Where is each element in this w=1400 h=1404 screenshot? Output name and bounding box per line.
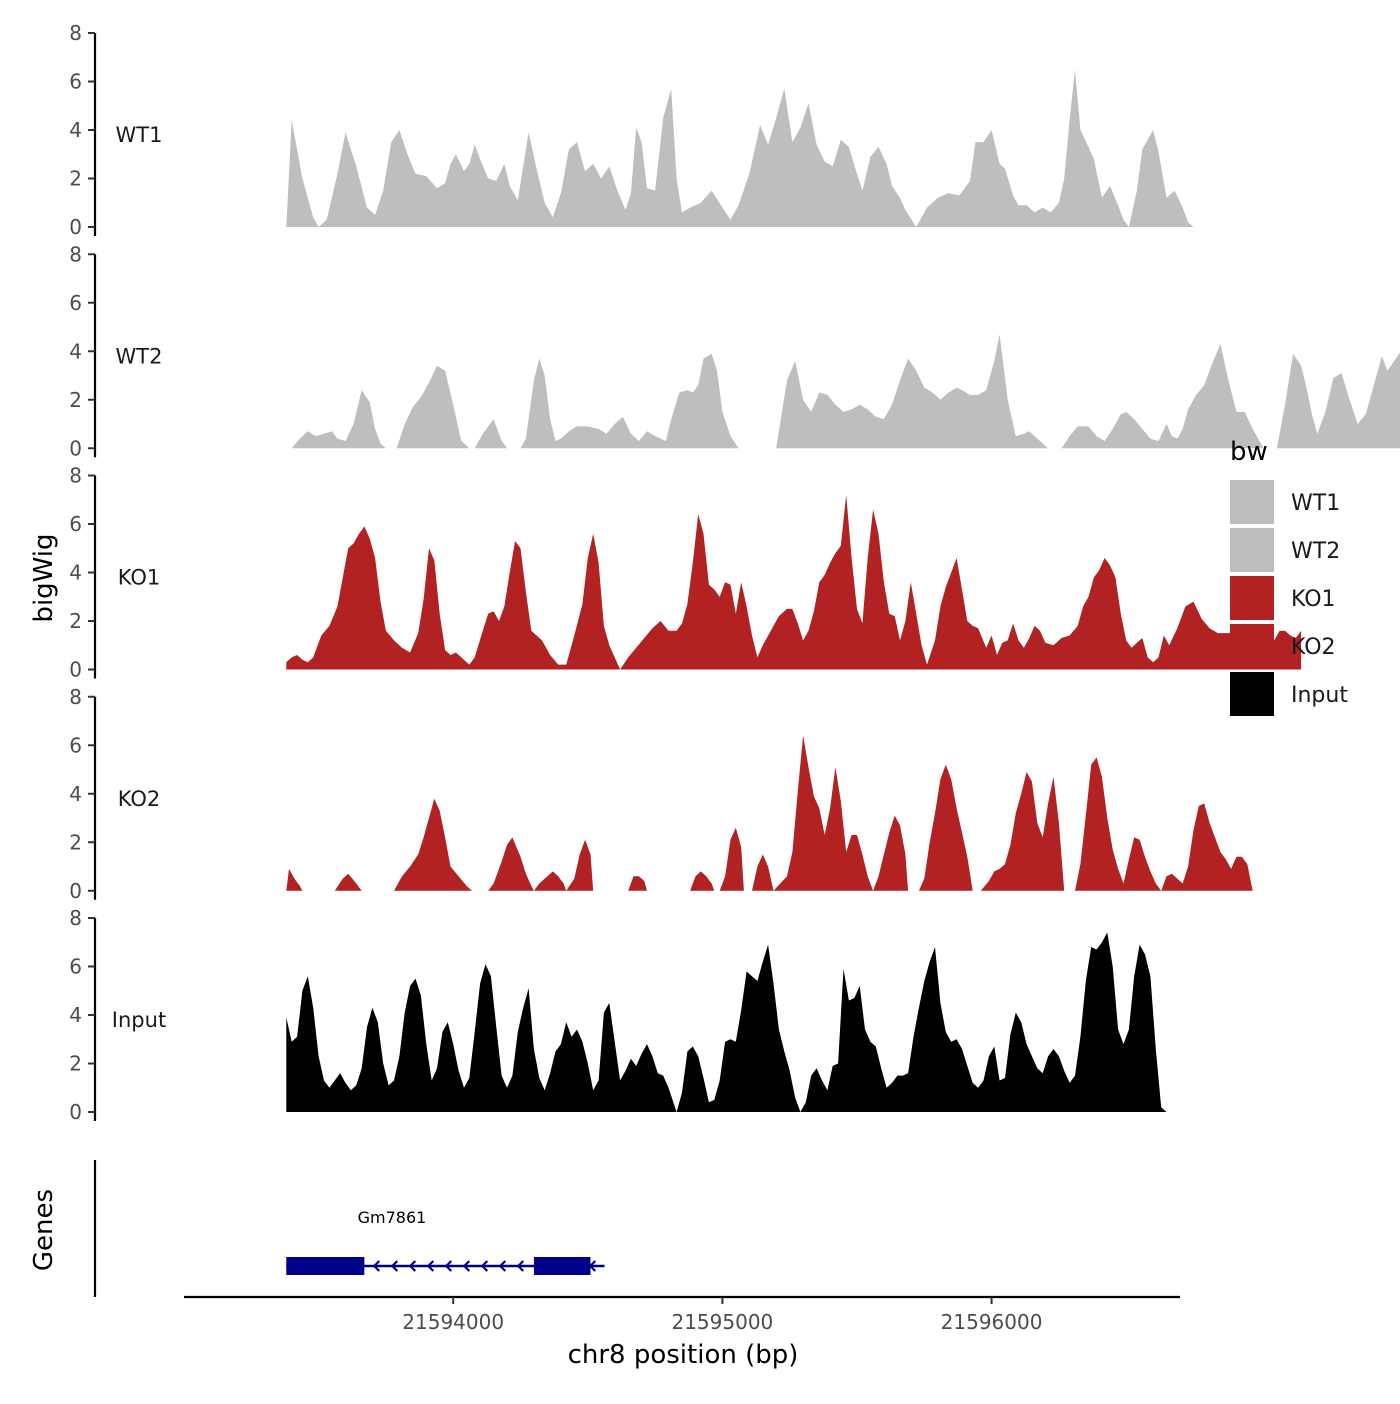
- track-ko2: 0 2 4 6 8 KO2: [69, 685, 1253, 903]
- y-tick-label: 8: [69, 685, 82, 709]
- y-tick-label: 8: [69, 464, 82, 488]
- y-tick-label: 6: [69, 512, 82, 536]
- coverage-area-wt1: [286, 69, 1194, 228]
- x-tick-label: 21596000: [941, 1310, 1043, 1334]
- y-tick-label: 0: [69, 879, 82, 903]
- tracks-layer: 0 2 4 6 8 WT1 0 2 4 6 8 WT2 0 2 4 6 8 KO1 0 2 4 6 8 KO2 0 2 4 6 8 Inp…: [69, 21, 1400, 1124]
- strand-arrow: [408, 1260, 417, 1272]
- strand-arrow: [498, 1260, 507, 1272]
- y-tick-label: 2: [69, 609, 82, 633]
- y-tick-label: 0: [69, 658, 82, 682]
- legend: bw WT1 WT2 KO1 KO2 Input: [1230, 437, 1348, 716]
- y-tick-label: 2: [69, 1052, 82, 1076]
- y-tick-label: 8: [69, 242, 82, 266]
- y-tick-label: 2: [69, 388, 82, 412]
- gene-exon: [286, 1257, 365, 1275]
- coverage-area-input: [286, 932, 1167, 1112]
- track-ko1: 0 2 4 6 8 KO1: [69, 464, 1302, 682]
- x-tick-label: 21595000: [671, 1310, 773, 1334]
- y-tick-label: 6: [69, 70, 82, 94]
- track-label: Input: [112, 1008, 166, 1032]
- y-tick-label: 2: [69, 830, 82, 854]
- gene-label: Gm7861: [358, 1208, 427, 1227]
- y-tick-label: 4: [69, 1003, 82, 1027]
- legend-swatch-input: [1230, 672, 1274, 716]
- y-axis-title: bigWig: [29, 533, 59, 622]
- strand-arrow: [426, 1260, 435, 1272]
- coverage-area-ko2: [286, 735, 1253, 891]
- y-tick-label: 6: [69, 955, 82, 979]
- strand-arrow: [444, 1260, 453, 1272]
- y-tick-label: 8: [69, 21, 82, 45]
- track-label: KO2: [118, 787, 161, 811]
- legend-label-wt1: WT1: [1291, 491, 1340, 516]
- y-tick-label: 8: [69, 906, 82, 930]
- genes-panel: Gm7861: [93, 1160, 605, 1297]
- y-tick-label: 0: [69, 215, 82, 239]
- y-tick-label: 4: [69, 561, 82, 585]
- coverage-area-ko1: [286, 494, 1302, 670]
- track-label: WT1: [116, 123, 163, 147]
- strand-arrow: [516, 1260, 525, 1272]
- legend-label-ko1: KO1: [1291, 587, 1336, 612]
- track-wt1: 0 2 4 6 8 WT1: [69, 21, 1194, 239]
- legend-label-ko2: KO2: [1291, 635, 1336, 660]
- legend-label-wt2: WT2: [1291, 539, 1340, 564]
- strand-arrow: [390, 1260, 399, 1272]
- x-axis-title: chr8 position (bp): [568, 1340, 799, 1370]
- gene-exon: [533, 1257, 591, 1275]
- legend-swatch-ko1: [1230, 576, 1274, 620]
- legend-title: bw: [1230, 437, 1268, 467]
- y-tick-label: 0: [69, 1100, 82, 1124]
- legend-swatch-ko2: [1230, 624, 1274, 668]
- strand-arrow: [480, 1260, 489, 1272]
- x-tick-label: 21594000: [402, 1310, 504, 1334]
- track-input: 0 2 4 6 8 Input: [69, 906, 1167, 1124]
- genes-axis-title: Genes: [29, 1189, 59, 1271]
- track-label: KO1: [118, 566, 161, 590]
- y-tick-label: 2: [69, 167, 82, 191]
- legend-swatch-wt2: [1230, 528, 1274, 572]
- y-tick-label: 4: [69, 339, 82, 363]
- y-tick-label: 0: [69, 436, 82, 460]
- strand-arrow: [462, 1260, 471, 1272]
- y-tick-label: 4: [69, 782, 82, 806]
- track-wt2: 0 2 4 6 8 WT2: [69, 242, 1400, 460]
- gene-gm7861: Gm7861: [286, 1208, 605, 1275]
- coverage-area-wt2: [291, 334, 1400, 449]
- y-tick-label: 4: [69, 118, 82, 142]
- strand-arrow: [372, 1260, 381, 1272]
- track-label: WT2: [116, 344, 163, 368]
- legend-swatch-wt1: [1230, 480, 1274, 524]
- x-axis: 21594000 21595000 21596000: [184, 1295, 1180, 1334]
- y-tick-label: 6: [69, 733, 82, 757]
- legend-label-input: Input: [1291, 683, 1348, 708]
- y-tick-label: 6: [69, 291, 82, 315]
